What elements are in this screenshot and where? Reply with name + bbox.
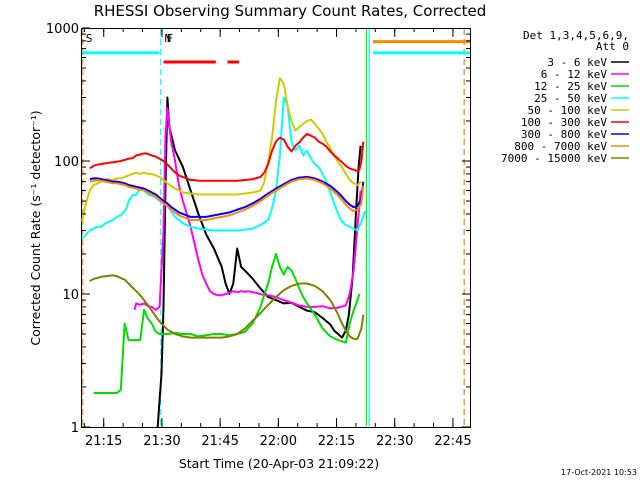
legend-label: 7000 - 15000 keV: [501, 152, 607, 165]
series-line-3: [81, 96, 367, 240]
y-axis: 1 10 100 1000: [46, 22, 470, 436]
x-tick-label: 22:00: [260, 434, 297, 449]
series-line-0: [156, 96, 362, 428]
series-line-5: [89, 132, 365, 182]
chart-title: RHESSI Observing Summary Count Rates, Co…: [94, 2, 487, 20]
legend-header-line: Det 1,3,4,5,6,9,: [523, 29, 629, 42]
render-timestamp: 17-Oct-2021 10:53: [561, 468, 637, 477]
legend-label: 12 - 25 keV: [534, 80, 607, 93]
x-tick-label: 22:30: [376, 434, 413, 449]
legend-header-line: Att 0: [596, 40, 629, 53]
x-tick-label: 21:45: [201, 434, 238, 449]
flag-label-F: F: [166, 32, 173, 45]
x-tick-label: 22:15: [318, 434, 355, 449]
legend-label: 300 - 800 keV: [521, 128, 607, 141]
legend-label: 100 - 300 keV: [521, 116, 607, 129]
series-line-4: [81, 77, 363, 222]
legend-label: 800 - 7000 keV: [514, 140, 607, 153]
series-group: [81, 77, 367, 428]
series-line-8: [89, 274, 365, 340]
series-line-2: [93, 253, 361, 394]
legend-label: 6 - 12 keV: [541, 68, 608, 81]
series-line-6: [89, 175, 365, 218]
plot-frame: [81, 28, 471, 428]
x-axis-label: Start Time (20-Apr-03 21:09:22): [179, 456, 379, 471]
flag-annotations: S NF: [86, 32, 173, 45]
y-tick-label: 100: [54, 155, 79, 170]
x-tick-label: 21:30: [143, 434, 180, 449]
legend-label: 50 - 100 keV: [528, 104, 608, 117]
y-tick-label: 1: [71, 421, 79, 436]
series-line-7: [89, 177, 365, 221]
legend-label: 3 - 6 keV: [547, 56, 607, 69]
y-tick-label: 1000: [46, 22, 79, 37]
flag-bars: [82, 40, 470, 64]
flag-label-S: S: [86, 32, 93, 45]
y-axis-label: Corrected Count Rate (s⁻¹ detector⁻¹): [28, 110, 43, 345]
flag-vertical-lines: [82, 29, 465, 426]
x-tick-label: 21:15: [85, 434, 122, 449]
series-line-1: [133, 107, 362, 311]
x-axis: 21:15 21:30 21:45 22:00 22:15 22:30 22:45: [83, 28, 472, 449]
legend-label: 25 - 50 keV: [534, 92, 607, 105]
x-tick-label: 22:45: [434, 434, 471, 449]
y-tick-label: 10: [62, 288, 79, 303]
flag-label-N: N: [165, 32, 172, 45]
